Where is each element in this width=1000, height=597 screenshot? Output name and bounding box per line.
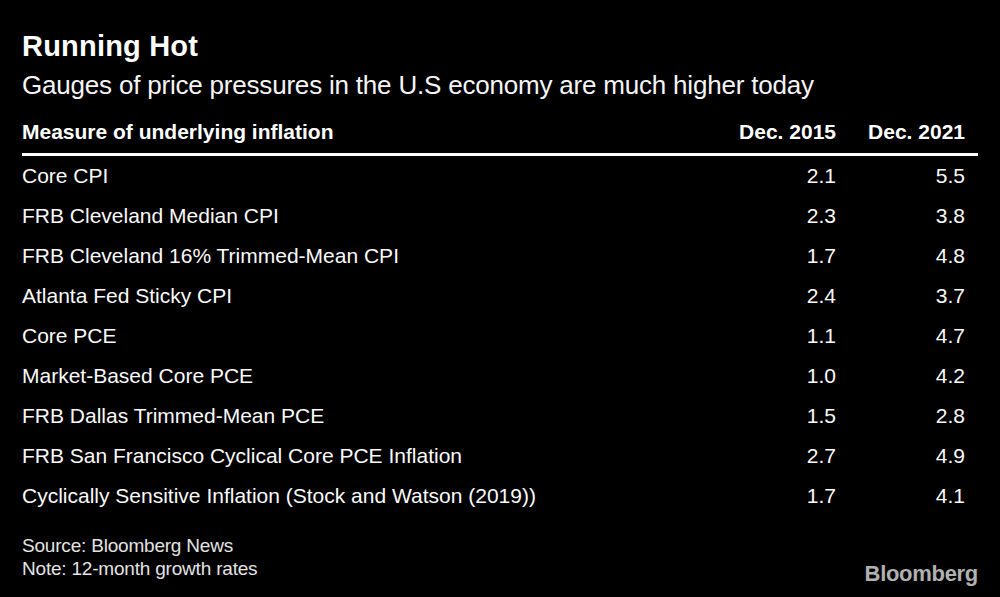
source-text: Source: Bloomberg News xyxy=(22,534,257,557)
value-dec-2021: 4.1 xyxy=(836,484,978,508)
table-row: Market-Based Core PCE 1.0 4.2 xyxy=(22,356,978,396)
inflation-table: Measure of underlying inflation Dec. 201… xyxy=(22,120,978,516)
measure-label: Atlanta Fed Sticky CPI xyxy=(22,284,694,308)
value-dec-2015: 1.5 xyxy=(694,404,836,428)
value-dec-2015: 2.3 xyxy=(694,204,836,228)
value-dec-2021: 4.9 xyxy=(836,444,978,468)
measure-label: FRB San Francisco Cyclical Core PCE Infl… xyxy=(22,444,694,468)
value-dec-2021: 3.7 xyxy=(836,284,978,308)
value-dec-2021: 4.7 xyxy=(836,324,978,348)
measure-label: Core CPI xyxy=(22,164,694,188)
table-row: FRB San Francisco Cyclical Core PCE Infl… xyxy=(22,436,978,476)
measure-label: FRB Cleveland Median CPI xyxy=(22,204,694,228)
table-row: FRB Cleveland Median CPI 2.3 3.8 xyxy=(22,196,978,236)
table-row: Cyclically Sensitive Inflation (Stock an… xyxy=(22,476,978,516)
footnotes: Source: Bloomberg News Note: 12-month gr… xyxy=(22,534,257,580)
value-dec-2015: 1.7 xyxy=(694,484,836,508)
measure-label: Cyclically Sensitive Inflation (Stock an… xyxy=(22,484,694,508)
bloomberg-logo: Bloomberg xyxy=(865,561,978,587)
column-header-dec-2021: Dec. 2021 xyxy=(836,120,978,144)
chart-subtitle: Gauges of price pressures in the U.S eco… xyxy=(22,70,978,101)
value-dec-2015: 2.1 xyxy=(694,164,836,188)
table-header-row: Measure of underlying inflation Dec. 201… xyxy=(22,120,978,156)
value-dec-2015: 1.1 xyxy=(694,324,836,348)
table-row: Core CPI 2.1 5.5 xyxy=(22,156,978,196)
value-dec-2015: 1.7 xyxy=(694,244,836,268)
table-row: Atlanta Fed Sticky CPI 2.4 3.7 xyxy=(22,276,978,316)
chart-title: Running Hot xyxy=(22,0,978,63)
measure-label: Core PCE xyxy=(22,324,694,348)
note-text: Note: 12-month growth rates xyxy=(22,557,257,580)
value-dec-2021: 4.2 xyxy=(836,364,978,388)
measure-label: FRB Dallas Trimmed-Mean PCE xyxy=(22,404,694,428)
value-dec-2021: 3.8 xyxy=(836,204,978,228)
value-dec-2021: 5.5 xyxy=(836,164,978,188)
column-header-measure: Measure of underlying inflation xyxy=(22,120,694,144)
table-row: FRB Dallas Trimmed-Mean PCE 1.5 2.8 xyxy=(22,396,978,436)
measure-label: FRB Cleveland 16% Trimmed-Mean CPI xyxy=(22,244,694,268)
column-header-dec-2015: Dec. 2015 xyxy=(694,120,836,144)
value-dec-2015: 2.7 xyxy=(694,444,836,468)
value-dec-2021: 4.8 xyxy=(836,244,978,268)
measure-label: Market-Based Core PCE xyxy=(22,364,694,388)
table-row: FRB Cleveland 16% Trimmed-Mean CPI 1.7 4… xyxy=(22,236,978,276)
value-dec-2021: 2.8 xyxy=(836,404,978,428)
value-dec-2015: 2.4 xyxy=(694,284,836,308)
table-row: Core PCE 1.1 4.7 xyxy=(22,316,978,356)
bloomberg-table-graphic: Running Hot Gauges of price pressures in… xyxy=(0,0,1000,597)
value-dec-2015: 1.0 xyxy=(694,364,836,388)
